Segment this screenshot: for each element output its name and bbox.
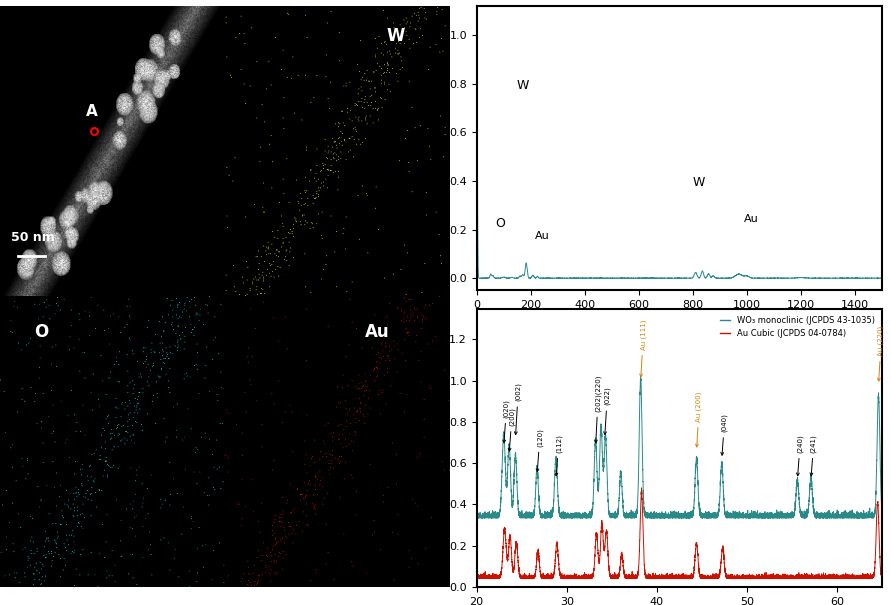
Y-axis label: Intensity (counts): Intensity (counts) <box>430 86 444 211</box>
Text: (040): (040) <box>721 413 728 455</box>
Text: (002): (002) <box>514 382 521 434</box>
Legend: WO₃ monoclinic (JCPDS 43-1035), Au Cubic (JCPDS 04-0784): WO₃ monoclinic (JCPDS 43-1035), Au Cubic… <box>716 313 878 342</box>
Text: W: W <box>517 79 529 92</box>
Text: W: W <box>692 176 705 189</box>
Text: Au: Au <box>744 214 758 224</box>
Text: O: O <box>495 217 505 231</box>
Text: (022): (022) <box>603 387 610 434</box>
Y-axis label: Intensisty (a.u): Intensisty (a.u) <box>430 394 444 502</box>
X-axis label: Energy (eV): Energy (eV) <box>634 316 725 330</box>
Text: 50 nm: 50 nm <box>12 231 55 244</box>
Text: (241): (241) <box>810 434 817 476</box>
Text: W: W <box>387 27 405 45</box>
Text: (112): (112) <box>555 434 562 476</box>
Text: Au (220): Au (220) <box>878 325 885 381</box>
Text: (200): (200) <box>508 407 515 451</box>
Text: (240): (240) <box>797 434 804 476</box>
Text: (202)(220): (202)(220) <box>594 374 601 443</box>
Text: Au: Au <box>535 231 550 241</box>
Text: A: A <box>86 105 97 119</box>
Text: O: O <box>34 323 48 341</box>
Text: Au (111): Au (111) <box>640 319 647 377</box>
Text: Au (200): Au (200) <box>696 391 702 447</box>
Text: Au: Au <box>364 323 389 341</box>
Text: (120): (120) <box>536 428 543 472</box>
Text: (020): (020) <box>503 399 510 443</box>
